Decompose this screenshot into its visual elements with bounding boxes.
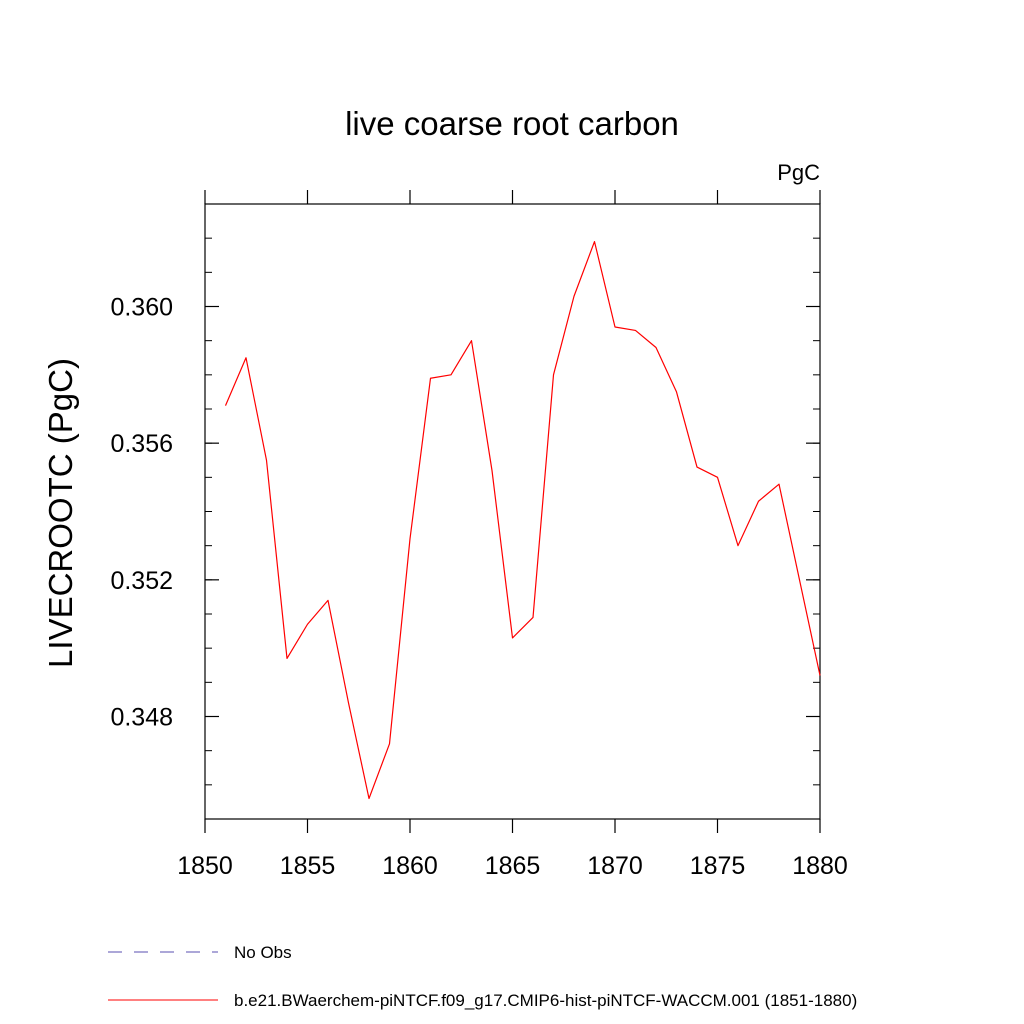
y-tick-label: 0.348 — [110, 704, 173, 732]
legend: No Obs b.e21.BWaerchem-piNTCF.f09_g17.CMI… — [108, 943, 857, 1010]
axis-tick-labels: 1850 1855 1860 1865 1870 1875 1880 0.348 0.352 0.… — [110, 294, 847, 881]
x-tick-label: 1850 — [177, 852, 233, 880]
series-layer — [224, 240, 821, 800]
legend-label: No Obs — [234, 943, 292, 962]
y-tick-label: 0.360 — [110, 294, 173, 322]
axis-ticks — [204, 190, 821, 833]
x-tick-label: 1860 — [382, 852, 438, 880]
x-tick-label: 1875 — [690, 852, 746, 880]
y-tick-label: 0.356 — [110, 430, 173, 458]
units-label: PgC — [777, 160, 820, 185]
x-tick-label: 1865 — [485, 852, 541, 880]
y-tick-label: 0.352 — [110, 567, 173, 595]
chart-title: live coarse root carbon — [345, 105, 679, 142]
legend-label: b.e21.BWaerchem-piNTCF.f09_g17.CMIP6-his… — [234, 991, 857, 1010]
y-axis-label: LIVECROOTC (PgC) — [42, 358, 79, 668]
x-tick-label: 1880 — [792, 852, 848, 880]
series-line — [224, 240, 821, 800]
x-tick-label: 1855 — [280, 852, 336, 880]
x-tick-label: 1870 — [587, 852, 643, 880]
